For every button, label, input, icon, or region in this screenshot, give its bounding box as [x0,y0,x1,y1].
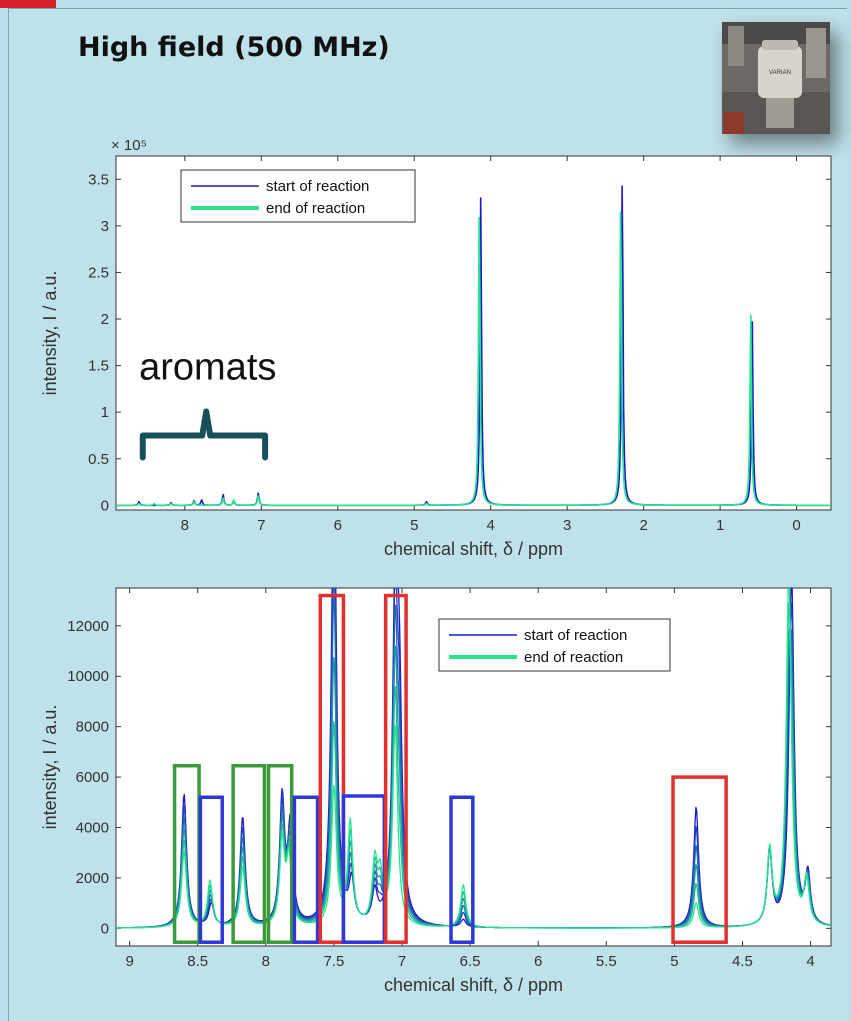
spectrometer-photo: VARIAN [722,22,830,134]
corner-accent [0,0,56,8]
slide-title: High field (500 MHz) [78,32,390,63]
slide-panel [8,8,847,1021]
svg-text:VARIAN: VARIAN [769,70,791,76]
